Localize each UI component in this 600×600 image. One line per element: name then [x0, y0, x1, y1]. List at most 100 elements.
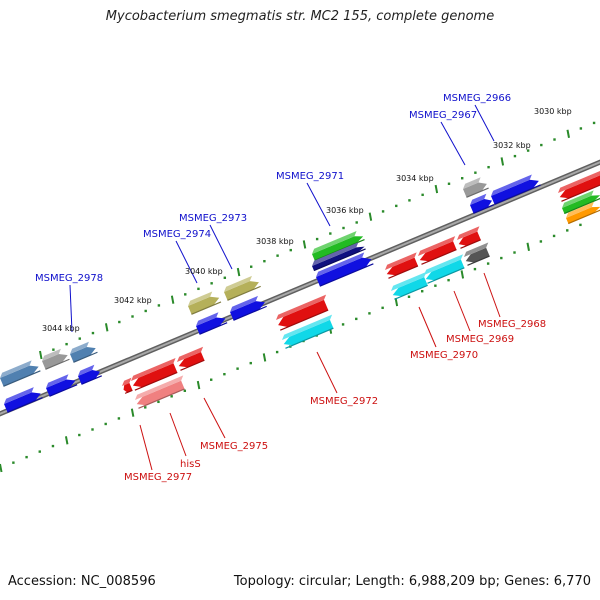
gene-olive-2	[224, 275, 261, 301]
gene-darkgrey	[464, 242, 490, 266]
gene-edge	[466, 187, 489, 198]
gene-top	[558, 169, 600, 193]
gene-top	[457, 226, 480, 240]
tick-label: 3042 kbp	[114, 296, 152, 305]
minor-tick	[381, 210, 385, 213]
gene-top	[282, 314, 333, 340]
gene-label-forward: MSMEG_2971	[276, 171, 344, 182]
tick-label: 3030 kbp	[534, 107, 572, 116]
gene-edge	[3, 370, 41, 387]
gene-label-reverse: MSMEG_2970	[410, 350, 478, 361]
minor-tick	[144, 406, 147, 409]
minor-tick	[78, 337, 81, 340]
gene-top	[312, 242, 359, 266]
gene-edge	[134, 371, 178, 391]
gene-edge	[568, 209, 600, 225]
gene-edge	[564, 197, 600, 215]
gene-label-reverse: hisS	[180, 459, 201, 470]
gene-top	[316, 252, 365, 277]
gene-edge	[285, 327, 334, 349]
minor-tick	[25, 455, 28, 459]
leader-line	[418, 306, 437, 348]
gene-top	[566, 201, 594, 218]
gene-red-1	[131, 357, 178, 391]
minor-tick	[539, 240, 543, 243]
gene-top	[312, 230, 357, 254]
gene-red-5	[418, 236, 457, 265]
gene-top	[122, 377, 132, 386]
gene-label-reverse: MSMEG_2969	[446, 334, 514, 345]
tick-label: 3032 kbp	[493, 141, 531, 150]
gene-body	[419, 241, 457, 262]
gene-top	[491, 174, 532, 196]
gene-edge	[494, 184, 541, 205]
leader-line	[474, 104, 495, 142]
leader-line	[139, 424, 153, 471]
major-tick	[460, 270, 465, 279]
leader-line	[69, 284, 73, 333]
minor-tick	[513, 251, 516, 254]
gene-top	[131, 357, 176, 381]
minor-tick	[315, 237, 319, 241]
minor-tick	[487, 165, 490, 169]
gene-top	[385, 252, 417, 270]
minor-tick	[91, 428, 94, 431]
minor-tick	[197, 287, 200, 291]
minor-tick	[249, 361, 252, 365]
tick-labels: 3030 kbp 3032 kbp 3034 kbp 3036 kbp 3038 kbp…	[42, 107, 572, 333]
gene-blue-7	[470, 193, 495, 214]
gene-body	[224, 281, 259, 301]
leader-line	[483, 272, 501, 318]
minor-tick	[104, 422, 107, 426]
gene-body	[566, 206, 600, 224]
gene-top	[188, 291, 213, 306]
minor-tick	[579, 223, 582, 227]
major-tick	[39, 350, 43, 360]
gene-body	[188, 296, 220, 315]
minor-tick	[65, 342, 68, 346]
gene-body	[562, 195, 600, 214]
gene-green-1	[312, 230, 365, 262]
leader-line	[169, 412, 187, 457]
minor-tick	[117, 417, 121, 420]
gene-edge	[81, 375, 103, 385]
minor-tick	[78, 433, 81, 437]
major-tick	[0, 463, 3, 473]
gene-body	[178, 351, 205, 368]
gene-red-6	[457, 226, 482, 249]
minor-tick	[289, 248, 292, 252]
gene-labels: MSMEG_2966 MSMEG_2967 MSMEG_2971 MSMEG_2973…	[35, 93, 546, 483]
map-title: Mycobacterium smegmatis str. MC2 155, co…	[105, 9, 495, 24]
gene-top	[177, 346, 204, 362]
gene-edge	[180, 359, 205, 371]
gene-body	[230, 301, 265, 321]
gene-edge	[473, 204, 495, 214]
minor-tick	[91, 331, 95, 335]
gene-navy	[312, 242, 366, 272]
major-tick	[130, 408, 135, 417]
tick-label: 3034 kbp	[396, 174, 434, 183]
gene-top	[562, 190, 594, 208]
leader-line	[209, 224, 233, 270]
gene-label-forward: MSMEG_2973	[179, 213, 247, 224]
minor-tick	[342, 226, 345, 230]
leader-line	[203, 397, 226, 439]
gene-edge	[73, 351, 98, 363]
gene-red-3	[276, 294, 329, 331]
gene-top	[4, 387, 34, 404]
gene-features	[0, 169, 600, 413]
gene-edge	[7, 397, 43, 413]
minor-tick	[275, 350, 279, 354]
gene-body	[470, 199, 493, 214]
gene-blue-1	[4, 387, 43, 413]
gene-edge	[124, 389, 133, 394]
minor-tick	[355, 317, 358, 321]
major-tick	[262, 353, 267, 362]
minor-tick	[341, 323, 345, 326]
gene-body	[386, 257, 418, 276]
gene-edge	[388, 265, 419, 279]
minor-tick	[118, 320, 121, 324]
major-tick	[64, 436, 69, 445]
